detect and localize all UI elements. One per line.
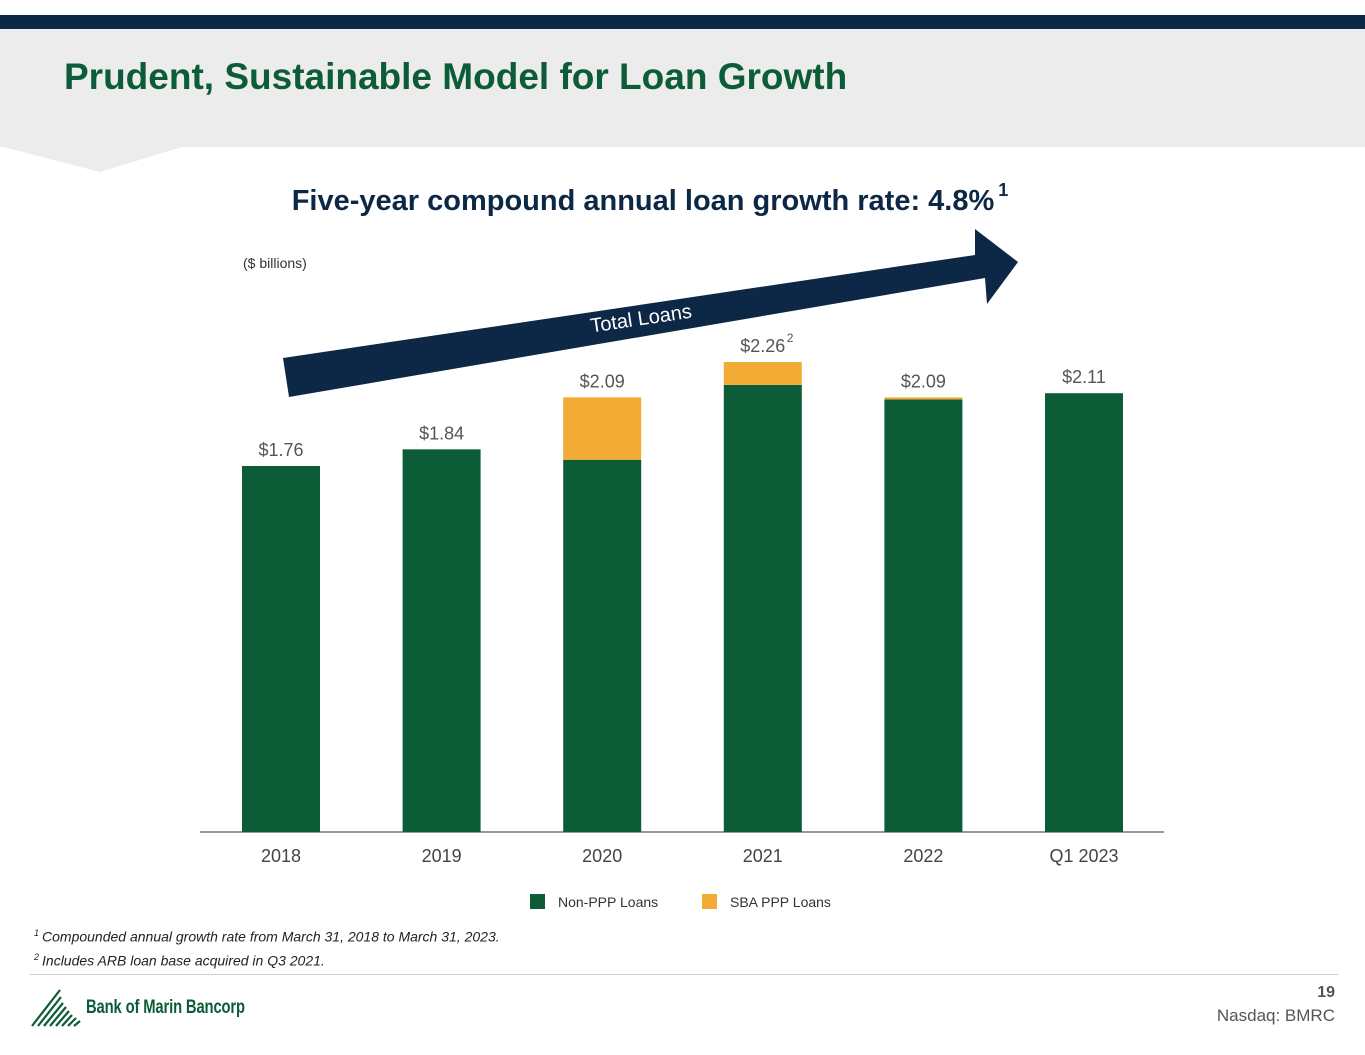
bar-sba-ppp-4 xyxy=(884,397,963,400)
x-tick-label-1: 2019 xyxy=(422,846,462,866)
x-tick-label-3: 2021 xyxy=(743,846,783,866)
header-notch xyxy=(0,146,185,172)
footnote-2-text: Includes ARB loan base acquired in Q3 20… xyxy=(42,952,325,969)
x-tick-label-0: 2018 xyxy=(261,846,301,866)
bar-total-label-1: $1.84 xyxy=(419,423,464,443)
total-loans-arrow xyxy=(283,229,1018,397)
bar-total-label-5: $2.11 xyxy=(1062,367,1106,387)
units-label: ($ billions) xyxy=(243,255,307,271)
footnote-1-text: Compounded annual growth rate from March… xyxy=(42,928,500,945)
bar-sba-ppp-2 xyxy=(563,397,642,460)
bar-total-footnote-3: 2 xyxy=(787,331,794,345)
legend-swatch-0 xyxy=(530,894,545,909)
company-logo: Bank of Marin Bancorp xyxy=(30,988,290,1028)
bar-non-ppp-5 xyxy=(1045,393,1123,832)
legend-label-1: SBA PPP Loans xyxy=(730,894,831,910)
bar-total-label-3: $2.26 xyxy=(740,336,785,356)
bar-total-label-2: $2.09 xyxy=(580,371,625,391)
bar-non-ppp-3 xyxy=(723,384,802,832)
footnote-2: 2 Includes ARB loan base acquired in Q3 2… xyxy=(34,952,500,969)
header-band xyxy=(0,29,1365,147)
top-accent-bar xyxy=(0,15,1365,29)
bar-sba-ppp-3 xyxy=(723,362,802,385)
mountain-logo-icon xyxy=(31,989,81,1027)
page-number: 19 xyxy=(1317,984,1335,1001)
footnote-1-marker: 1 xyxy=(34,928,40,938)
bar-non-ppp-1 xyxy=(402,449,481,832)
footer-divider xyxy=(30,974,1338,975)
page-title: Prudent, Sustainable Model for Loan Grow… xyxy=(64,56,848,97)
legend-swatch-1 xyxy=(702,894,717,909)
ticker-symbol: Nasdaq: BMRC xyxy=(1216,1006,1335,1025)
footnote-2-marker: 2 xyxy=(34,951,40,962)
bar-total-label-0: $1.76 xyxy=(258,440,303,460)
cagr-footnote-ref: 1 xyxy=(998,180,1009,200)
cagr-title: Five-year compound annual loan growth ra… xyxy=(0,180,1300,218)
cagr-title-text: Five-year compound annual loan growth ra… xyxy=(291,185,995,217)
bar-non-ppp-0 xyxy=(242,465,320,832)
bar-non-ppp-4 xyxy=(884,399,963,832)
bar-non-ppp-2 xyxy=(563,459,642,832)
footnote-1: 1 Compounded annual growth rate from Marc… xyxy=(34,928,500,945)
loans-chart: Total Loans$1.762018$1.842019$2.092020$2… xyxy=(200,229,1164,910)
bar-total-label-4: $2.09 xyxy=(901,371,946,391)
company-name: Bank of Marin Bancorp xyxy=(86,997,245,1018)
x-tick-label-5: Q1 2023 xyxy=(1049,846,1118,866)
footnotes: 1 Compounded annual growth rate from Marc… xyxy=(34,928,500,975)
x-tick-label-2: 2020 xyxy=(582,846,622,866)
x-tick-label-4: 2022 xyxy=(903,846,943,866)
legend-label-0: Non-PPP Loans xyxy=(558,894,658,910)
